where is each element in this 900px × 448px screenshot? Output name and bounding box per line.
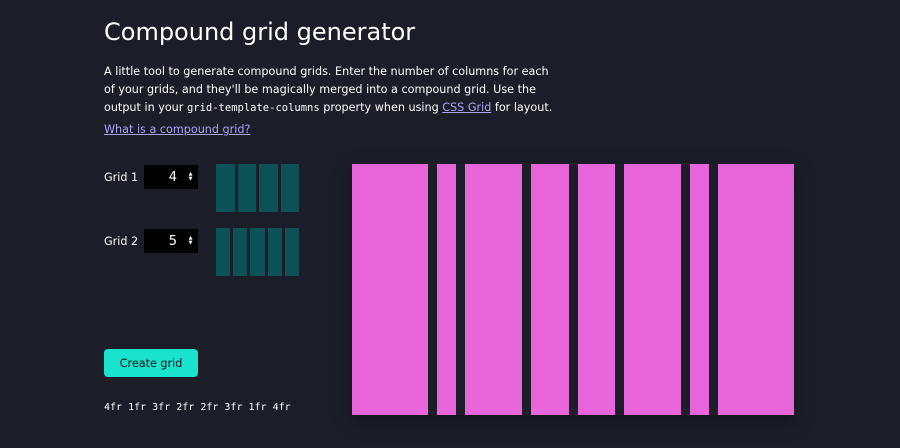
intro-text-1: A little tool to generate compound grids… (104, 65, 549, 114)
compound-grid-column (352, 164, 428, 415)
grid-2-preview-column (250, 228, 265, 276)
spinner-up-icon[interactable]: ▲ (188, 171, 193, 177)
compound-grid-column (624, 164, 682, 415)
compound-grid-column (464, 164, 522, 415)
spinner-down-icon[interactable]: ▼ (188, 240, 193, 246)
grid-1-preview-column (216, 164, 235, 212)
grid-2-preview-column (267, 228, 282, 276)
compound-grid-column (530, 164, 569, 415)
grid-2-column-input[interactable]: 5 ▲ ▼ (144, 229, 198, 253)
intro-code: grid-template-columns (186, 102, 320, 114)
intro-text-3: for layout. (491, 101, 553, 114)
spinner-down-icon[interactable]: ▼ (188, 176, 193, 182)
grid-1-spinner[interactable]: ▲ ▼ (187, 171, 194, 183)
intro-paragraph: A little tool to generate compound grids… (104, 63, 554, 117)
grid-template-output: 4fr 1fr 3fr 2fr 2fr 3fr 1fr 4fr (104, 402, 291, 413)
grid-1-column-input[interactable]: 4 ▲ ▼ (144, 165, 198, 189)
create-grid-button[interactable]: Create grid (104, 349, 198, 377)
compound-grid-column (577, 164, 616, 415)
grid-2-row: Grid 2 5 ▲ ▼ (104, 229, 198, 253)
grid-1-row: Grid 1 4 ▲ ▼ (104, 165, 198, 189)
grid-1-preview-column (280, 164, 299, 212)
compound-grid-column (718, 164, 794, 415)
grid-1-preview-column (259, 164, 278, 212)
page-title: Compound grid generator (104, 18, 416, 46)
grid-2-value: 5 (168, 233, 177, 249)
compound-grid-column (690, 164, 710, 415)
grid-1-preview (216, 164, 299, 212)
what-is-compound-grid-link[interactable]: What is a compound grid? (104, 123, 251, 136)
grid-2-label: Grid 2 (104, 234, 139, 248)
compound-grid-result (352, 164, 794, 415)
compound-grid-column (436, 164, 456, 415)
grid-2-preview-column (216, 228, 231, 276)
grid-2-preview-column (233, 228, 248, 276)
spinner-up-icon[interactable]: ▲ (188, 235, 193, 241)
grid-2-spinner[interactable]: ▲ ▼ (187, 235, 194, 247)
grid-2-preview-column (284, 228, 300, 276)
grid-1-value: 4 (168, 169, 177, 185)
intro-text-2: property when using (319, 101, 443, 114)
grid-1-label: Grid 1 (104, 170, 139, 184)
grid-2-preview (216, 228, 300, 276)
css-grid-link[interactable]: CSS Grid (442, 101, 492, 114)
grid-1-preview-column (237, 164, 256, 212)
